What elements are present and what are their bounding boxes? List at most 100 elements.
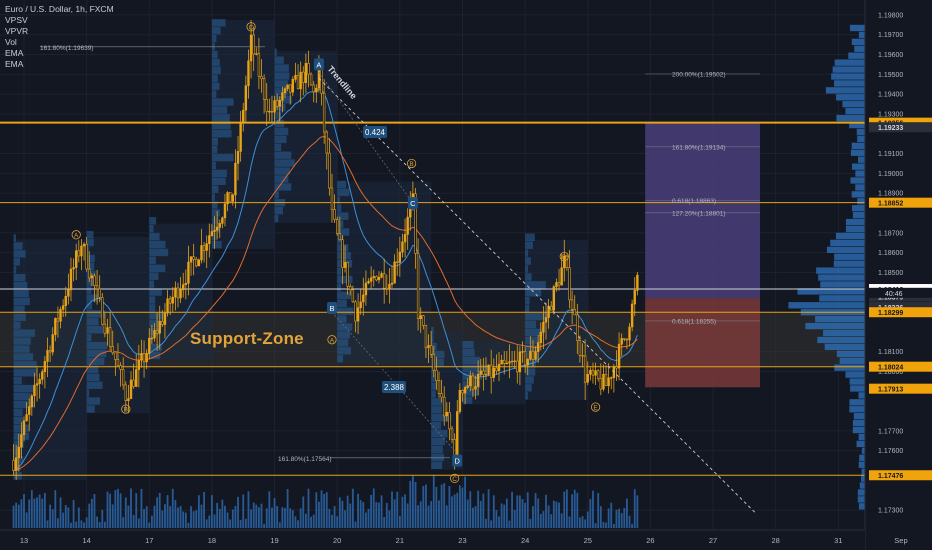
session-profile-bar — [211, 169, 227, 178]
session-profile-bar — [149, 335, 153, 344]
session-profile-bar — [274, 191, 279, 199]
indicator-vpsv[interactable]: VPSV — [5, 15, 28, 25]
vpvr-bar — [836, 350, 865, 357]
vpvr-bar — [860, 475, 865, 482]
time-tick-label[interactable]: 25 — [584, 536, 592, 545]
price-tick-label: 1.18000 — [878, 369, 903, 376]
session-profile-bar — [274, 183, 292, 191]
time-tick-label[interactable]: 23 — [458, 536, 466, 545]
wave-label-text: C — [452, 476, 457, 483]
volume-bar — [145, 506, 148, 528]
time-tick-label[interactable]: 18 — [208, 536, 216, 545]
volume-bar — [607, 508, 610, 528]
price-tick-label: 1.19800 — [878, 12, 903, 19]
volume-bar — [28, 499, 31, 528]
candle-body — [349, 286, 352, 291]
candle-body — [568, 267, 571, 301]
trendline[interactable] — [318, 77, 757, 515]
time-tick-label[interactable]: 31 — [834, 536, 842, 545]
volume-bar — [62, 512, 65, 528]
candle-body — [615, 366, 618, 369]
candle-body — [633, 290, 636, 305]
time-tick-label[interactable]: 19 — [270, 536, 278, 545]
candle-body — [510, 360, 514, 363]
candle-body — [242, 109, 245, 123]
vpvr-bar — [854, 45, 865, 52]
session-profile-bar — [86, 373, 100, 382]
volume-bar — [25, 512, 28, 528]
volume-bar — [571, 494, 573, 528]
volume-bar — [610, 502, 613, 528]
vpvr-bar — [848, 52, 865, 59]
candle-body — [12, 460, 15, 471]
price-axis[interactable]: 1.19800 1.19700 1.19600 1.19500 1.19400 1.193… — [864, 0, 932, 550]
session-profile-bar — [337, 220, 344, 228]
candle-body — [333, 209, 336, 220]
candle-body — [346, 262, 349, 287]
indicator-vpvr[interactable]: VPVR — [5, 26, 29, 36]
candle-body — [116, 359, 120, 366]
indicator-ema-1[interactable]: EMA — [5, 48, 24, 58]
candle-body — [403, 234, 407, 243]
session-profile-bar — [211, 114, 230, 122]
candle-body — [20, 434, 23, 448]
time-tick-label[interactable]: 21 — [396, 536, 404, 545]
time-tick-label[interactable]: 17 — [145, 536, 153, 545]
volume-bar — [260, 503, 263, 528]
volume-bar — [171, 488, 174, 528]
time-tick-label[interactable]: Sep — [894, 536, 907, 545]
volume-bar — [137, 518, 140, 528]
session-profile-bar — [13, 392, 31, 401]
candle-body — [591, 369, 595, 376]
vpvr-bar — [858, 31, 865, 39]
candle-body — [210, 231, 214, 236]
candle-body — [479, 370, 482, 375]
candle-body — [302, 71, 305, 83]
volume-bar — [54, 490, 57, 528]
candle-body — [570, 299, 574, 310]
session-profile-bar — [13, 297, 30, 306]
vpvr-bar — [817, 336, 865, 344]
indicator-vol[interactable]: Vol — [5, 37, 17, 47]
horizontal-levels[interactable] — [0, 46, 865, 476]
time-tick-label[interactable]: 20 — [333, 536, 341, 545]
symbol-title[interactable]: Euro / U.S. Dollar, 1h, FXCM — [5, 4, 114, 14]
time-tick-label[interactable]: 28 — [772, 536, 780, 545]
session-profile-bar — [525, 304, 530, 313]
volume-bar — [419, 501, 422, 528]
candle-body — [158, 321, 161, 334]
wave-label-box — [407, 197, 418, 210]
candle-body — [315, 87, 318, 93]
candle-body — [187, 261, 190, 284]
volume-bar — [158, 492, 161, 528]
session-profile-bar — [462, 396, 473, 404]
vpvr-bar — [851, 38, 865, 46]
time-tick-label[interactable]: 14 — [82, 536, 90, 545]
candle-body — [492, 367, 495, 378]
volume-bar — [174, 500, 177, 528]
wave-label-box — [313, 58, 324, 71]
price-tag-label: 1.19233 — [878, 125, 903, 132]
volume-bar — [370, 494, 373, 528]
session-profile-bar — [274, 135, 287, 144]
session-profile-bar — [431, 445, 443, 454]
vpvr-bar — [834, 59, 865, 66]
time-tick-label[interactable]: 13 — [20, 536, 28, 545]
time-tick-label[interactable]: 24 — [521, 536, 529, 545]
time-tick-label[interactable]: 27 — [709, 536, 717, 545]
indicator-ema-2[interactable]: EMA — [5, 59, 24, 69]
price-tag-label: 1.17913 — [878, 387, 903, 394]
time-axis[interactable]: 13 14 17 18 19 20 21 23 24 25 26 27 28 31 Sep — [0, 529, 908, 550]
volume-bar — [302, 496, 305, 528]
wave-label-circle — [327, 335, 337, 345]
target-box-lower — [645, 298, 761, 388]
wave-label-circle — [246, 22, 256, 32]
session-profile-bar — [274, 56, 284, 64]
vpvr-bar — [849, 24, 865, 32]
candle-body — [234, 162, 237, 196]
time-tick-label[interactable]: 26 — [646, 536, 654, 545]
volume-bar — [505, 498, 508, 528]
vpvr-bar — [815, 315, 865, 323]
session-profile-bar — [525, 336, 538, 345]
